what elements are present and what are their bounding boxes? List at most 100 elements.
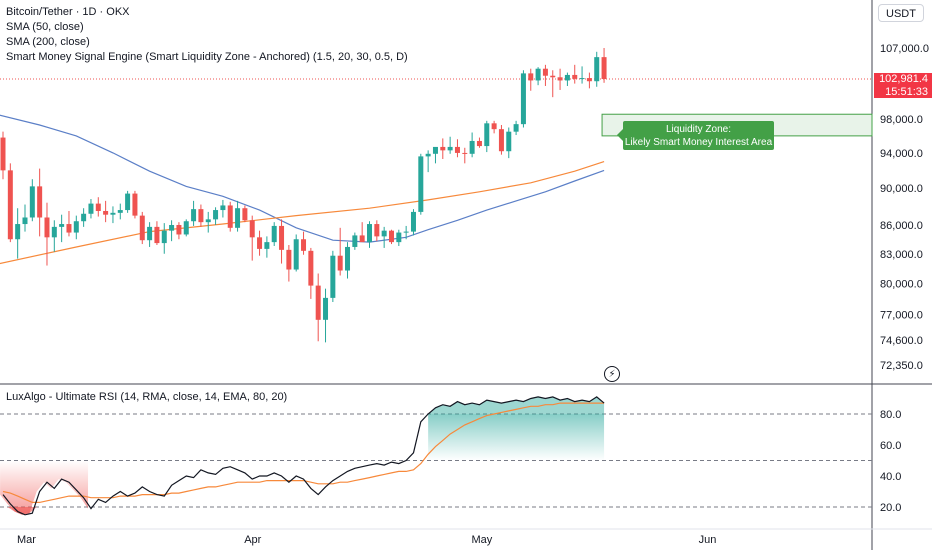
candle [579, 66, 585, 84]
rsi-oversold-core [0, 507, 45, 515]
legend-sma200[interactable]: SMA (200, close) [6, 36, 90, 48]
candle-body [476, 140, 482, 147]
last-price-label: 102,981.4 [874, 73, 932, 86]
candle-body [374, 224, 380, 237]
candle [550, 70, 556, 98]
candle-body [279, 225, 285, 250]
liquidity-zone-title: Liquidity Zone: [665, 124, 732, 135]
candle-body [440, 146, 446, 151]
candle-body [220, 205, 226, 211]
price-tick-label: 74,600.0 [880, 335, 923, 347]
candle [418, 153, 424, 215]
candle-body [103, 210, 109, 215]
candle-body [293, 239, 299, 270]
rsi-legend[interactable]: LuxAlgo - Ultimate RSI (14, RMA, close, … [6, 391, 288, 403]
candle-body [125, 193, 131, 211]
candle [183, 219, 189, 237]
candle [381, 226, 387, 248]
candle [374, 220, 380, 242]
candle-body [528, 73, 534, 81]
candle [213, 207, 219, 225]
candle [59, 214, 65, 243]
candle-body [73, 221, 79, 233]
candle [227, 201, 233, 232]
candle-body [337, 255, 343, 271]
candle [359, 222, 365, 243]
candle-body [345, 246, 351, 271]
sma200-line [0, 161, 605, 265]
candle-body [264, 242, 270, 249]
candle-body [396, 232, 402, 243]
candle-body [308, 250, 314, 286]
candle-body [110, 212, 116, 215]
candle [491, 120, 497, 134]
candle [345, 242, 351, 279]
liquidity-zone-label: Liquidity Zone: Likely Smart Money Inter… [617, 121, 774, 150]
candle-body [388, 230, 394, 243]
candle-body [352, 235, 358, 247]
candle-body [330, 255, 336, 298]
candle-body [425, 153, 431, 157]
candle [271, 222, 277, 246]
candle-body [579, 78, 585, 80]
rsi-tick-label: 80.0 [880, 409, 901, 421]
candle-body [51, 226, 57, 238]
candle [557, 68, 563, 90]
time-tick-label: Jun [699, 534, 717, 546]
candle [139, 211, 145, 245]
candle-body [462, 152, 468, 154]
candle [169, 220, 175, 242]
candle-body [154, 226, 160, 244]
candle [308, 247, 314, 299]
candle [279, 219, 285, 264]
candle [7, 163, 13, 243]
currency-button[interactable]: USDT [878, 4, 924, 22]
lightning-bolt-icon[interactable]: ⚡ [604, 366, 620, 382]
rsi-oversold-fill [0, 460, 89, 515]
candle [147, 222, 153, 247]
candle [198, 204, 204, 227]
candle-body [359, 235, 365, 243]
candle-body [147, 226, 153, 241]
candle [572, 64, 578, 84]
candle [476, 137, 482, 148]
rsi-tick-label: 20.0 [880, 502, 901, 514]
time-tick-label: Mar [17, 534, 36, 546]
candle-body [550, 75, 556, 78]
candle-body [323, 297, 329, 320]
candle [249, 215, 255, 261]
price-tick-label: 107,000.0 [880, 43, 929, 55]
candle-body [198, 209, 204, 223]
candle [403, 225, 409, 240]
candle [44, 202, 50, 266]
candle [506, 127, 512, 159]
candle-body [410, 211, 416, 232]
candle-body [88, 203, 94, 214]
candle-body [183, 221, 189, 235]
liquidity-zone-desc: Likely Smart Money Interest Area [624, 137, 773, 148]
chart-legend: Bitcoin/Tether · 1D · OKX SMA (50, close… [6, 5, 408, 65]
rsi-tick-label: 40.0 [880, 471, 901, 483]
legend-sma50[interactable]: SMA (50, close) [6, 21, 84, 33]
candle [66, 210, 72, 237]
symbol-title[interactable]: Bitcoin/Tether · 1D · OKX [6, 6, 130, 18]
legend-smart-money[interactable]: Smart Money Signal Engine (Smart Liquidi… [6, 51, 408, 63]
candle [432, 146, 438, 164]
candle [440, 138, 446, 159]
candle-body [242, 208, 248, 221]
candle [286, 245, 292, 282]
candle-body [557, 77, 563, 81]
candle [337, 227, 343, 276]
candle [323, 288, 329, 343]
candle [367, 221, 372, 248]
candle-body [191, 209, 197, 222]
candle-body [403, 231, 409, 233]
candle-body [15, 224, 21, 240]
candle-body [37, 186, 43, 218]
candle [513, 120, 519, 136]
candle-body [535, 68, 541, 81]
rsi-overbought-fill [420, 396, 605, 414]
candle [0, 131, 6, 180]
candle-body [249, 220, 255, 238]
